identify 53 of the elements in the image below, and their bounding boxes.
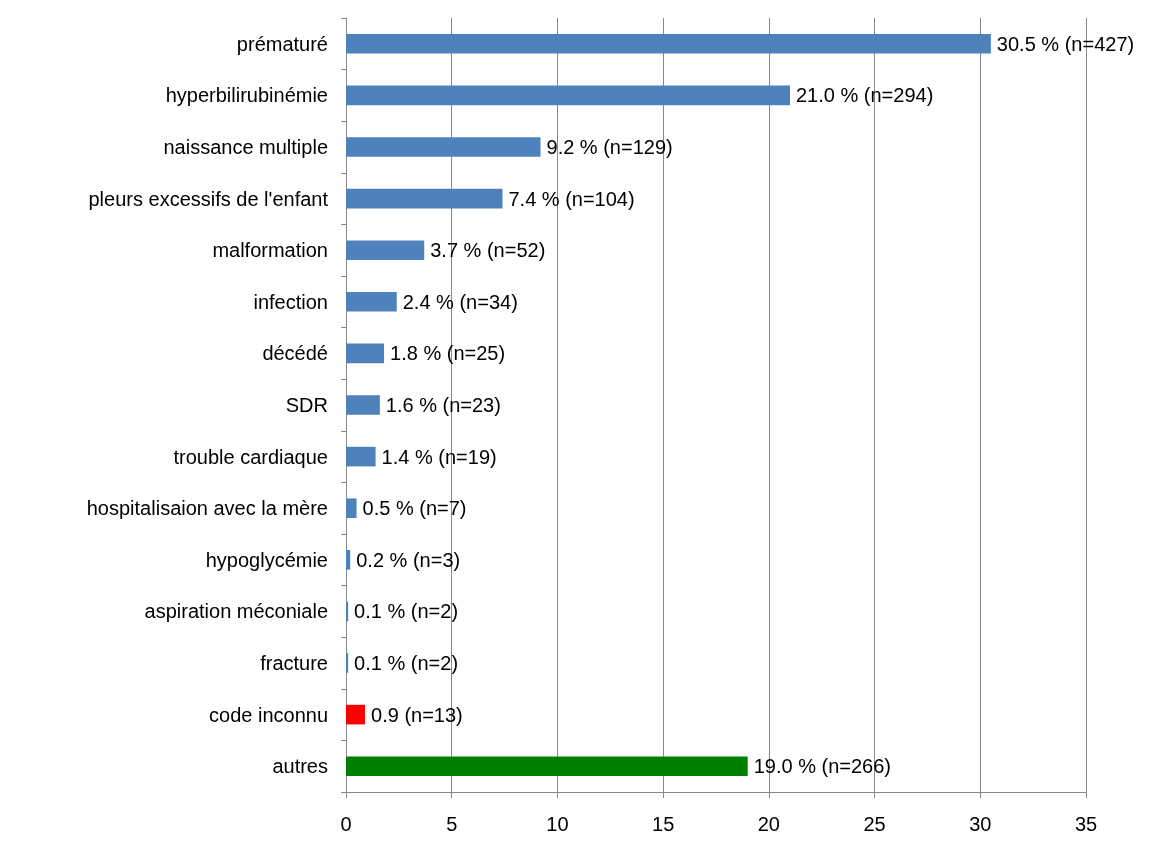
x-tick-label: 15 bbox=[652, 813, 675, 835]
bar bbox=[346, 756, 748, 776]
y-tick-label: aspiration méconiale bbox=[144, 600, 328, 623]
bar bbox=[346, 343, 385, 364]
bar bbox=[346, 704, 366, 725]
y-tick-label: trouble cardiaque bbox=[173, 445, 328, 468]
bar bbox=[346, 34, 991, 54]
x-tick-label: 30 bbox=[969, 813, 992, 835]
x-tick-label: 0 bbox=[340, 813, 352, 835]
x-tick-label: 20 bbox=[757, 813, 780, 835]
data-label: 0.5 % (n=7) bbox=[362, 497, 467, 520]
bar bbox=[346, 446, 376, 467]
y-tick-label: hospitalisaion avec la mère bbox=[86, 497, 328, 520]
data-label: 21.0 % (n=294) bbox=[796, 84, 934, 107]
y-tick-label: infection bbox=[253, 290, 328, 313]
bar bbox=[346, 601, 349, 622]
y-tick-label: prématuré bbox=[236, 32, 328, 55]
x-tick-label: 5 bbox=[446, 813, 458, 835]
data-label: 19.0 % (n=266) bbox=[753, 755, 892, 778]
data-label: 0.1 % (n=2) bbox=[354, 652, 459, 674]
y-tick-label: hypoglycémie bbox=[205, 548, 328, 571]
data-label: 1.8 % (n=25) bbox=[390, 342, 506, 365]
data-label: 3.7 % (n=52) bbox=[430, 239, 546, 262]
bar bbox=[346, 85, 790, 106]
y-tick-label: malformation bbox=[212, 239, 328, 262]
bar bbox=[346, 188, 503, 209]
data-label: 7.4 % (n=104) bbox=[508, 187, 635, 210]
y-tick-label: décédé bbox=[262, 342, 328, 365]
y-tick-label: pleurs excessifs de l'enfant bbox=[88, 187, 329, 210]
bar bbox=[346, 550, 351, 570]
bar bbox=[346, 137, 541, 157]
data-label: 0.9 (n=13) bbox=[371, 703, 463, 726]
data-label: 1.6 % (n=23) bbox=[385, 394, 501, 416]
y-tick-label: code inconnu bbox=[209, 703, 328, 726]
data-label: 30.5 % (n=427) bbox=[996, 32, 1135, 55]
data-label: 2.4 % (n=34) bbox=[402, 290, 518, 313]
bar bbox=[346, 653, 349, 673]
y-tick-label: hyperbilirubinémie bbox=[165, 84, 328, 107]
data-label: 9.2 % (n=129) bbox=[546, 136, 673, 158]
x-tick-label: 10 bbox=[546, 813, 569, 835]
bar bbox=[346, 292, 397, 312]
y-tick-label: fracture bbox=[260, 652, 328, 674]
y-tick-label: naissance multiple bbox=[163, 136, 328, 158]
bar bbox=[346, 498, 357, 518]
data-label: 1.4 % (n=19) bbox=[381, 445, 497, 468]
bar bbox=[346, 395, 380, 415]
y-tick-label: SDR bbox=[285, 394, 328, 416]
bar bbox=[346, 240, 425, 260]
data-label: 0.2 % (n=3) bbox=[356, 548, 461, 571]
data-label: 0.1 % (n=2) bbox=[354, 600, 459, 623]
x-tick-label: 35 bbox=[1074, 813, 1098, 835]
x-tick-label: 25 bbox=[863, 813, 886, 835]
y-tick-label: autres bbox=[272, 755, 328, 778]
